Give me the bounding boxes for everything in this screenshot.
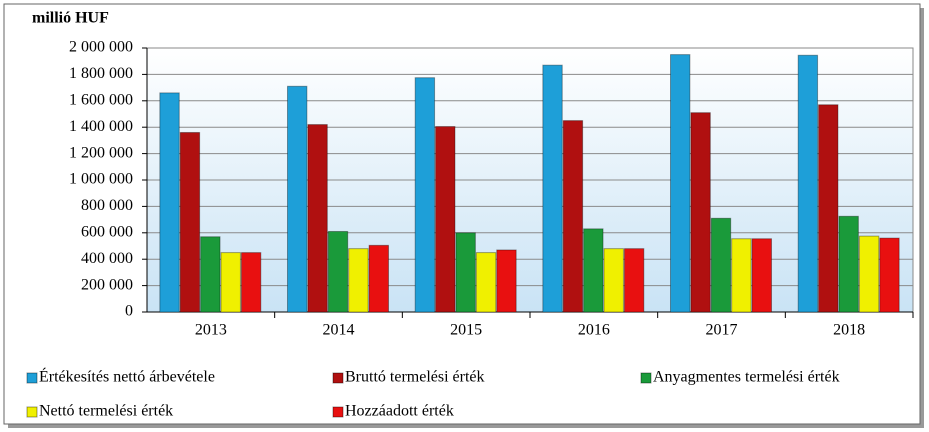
- bar: [751, 238, 772, 313]
- bar: [542, 64, 563, 313]
- y-tick-label: 200 000: [81, 276, 133, 293]
- bar: [327, 230, 349, 313]
- bar: [220, 252, 241, 313]
- bar: [583, 228, 604, 313]
- legend-swatch: [332, 372, 344, 384]
- x-tick-label: 2015: [450, 322, 482, 339]
- x-tick-label: 2017: [706, 322, 738, 339]
- bar: [562, 120, 584, 313]
- bar: [159, 92, 180, 313]
- bar: [731, 238, 752, 313]
- bar: [455, 232, 476, 313]
- bar: [670, 54, 691, 313]
- legend-label: Nettó termelési érték: [39, 403, 173, 420]
- y-tick-label: 400 000: [81, 250, 133, 267]
- bar: [179, 131, 201, 313]
- legend-swatch: [26, 406, 38, 418]
- bar: [690, 112, 711, 313]
- y-tick-label: 1 400 000: [69, 118, 133, 135]
- bar: [240, 252, 262, 313]
- legend-swatch: [26, 372, 38, 384]
- y-tick-label: 1 000 000: [69, 171, 133, 188]
- bar: [858, 235, 880, 313]
- y-tick-label: 2 000 000: [69, 39, 133, 56]
- bar: [496, 249, 517, 313]
- legend-label: Bruttó termelési érték: [345, 369, 485, 386]
- bar: [623, 248, 645, 313]
- bar: [368, 244, 390, 313]
- bar: [603, 248, 624, 313]
- x-tick-label: 2016: [578, 322, 610, 339]
- bar: [414, 77, 436, 313]
- legend-label: Anyagmentes termelési érték: [653, 369, 840, 386]
- bar: [200, 236, 221, 313]
- bar: [348, 248, 369, 313]
- bar: [287, 85, 308, 313]
- bar: [879, 237, 900, 313]
- y-tick-label: 800 000: [81, 197, 133, 214]
- bar: [797, 54, 819, 313]
- legend-label: Értékesítés nettó árbevétele: [39, 367, 215, 386]
- bar: [710, 217, 732, 313]
- bar: [435, 126, 456, 313]
- legend-swatch: [640, 372, 652, 384]
- y-tick-label: 0: [125, 303, 133, 320]
- y-tick-label: 1 600 000: [69, 91, 133, 108]
- y-tick-label: 600 000: [81, 223, 133, 240]
- y-tick-label: 1 200 000: [69, 144, 133, 161]
- bar: [838, 215, 859, 313]
- legend-label: Hozzáadott érték: [345, 403, 454, 420]
- y-axis-label: millió HUF: [32, 10, 109, 27]
- x-tick-label: 2018: [833, 322, 865, 339]
- legend-swatch: [332, 406, 344, 418]
- x-tick-label: 2013: [195, 322, 227, 339]
- y-tick-label: 1 800 000: [69, 65, 133, 82]
- x-tick-label: 2014: [323, 322, 355, 339]
- bar: [475, 252, 497, 313]
- bar: [818, 104, 839, 313]
- bar: [307, 124, 328, 313]
